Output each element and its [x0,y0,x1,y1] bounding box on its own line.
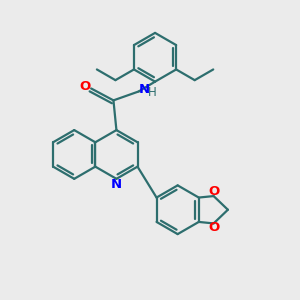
Text: O: O [208,185,219,198]
Text: N: N [111,178,122,191]
Text: O: O [208,221,219,234]
Text: H: H [148,86,157,99]
Text: N: N [139,82,150,96]
Text: O: O [79,80,90,94]
